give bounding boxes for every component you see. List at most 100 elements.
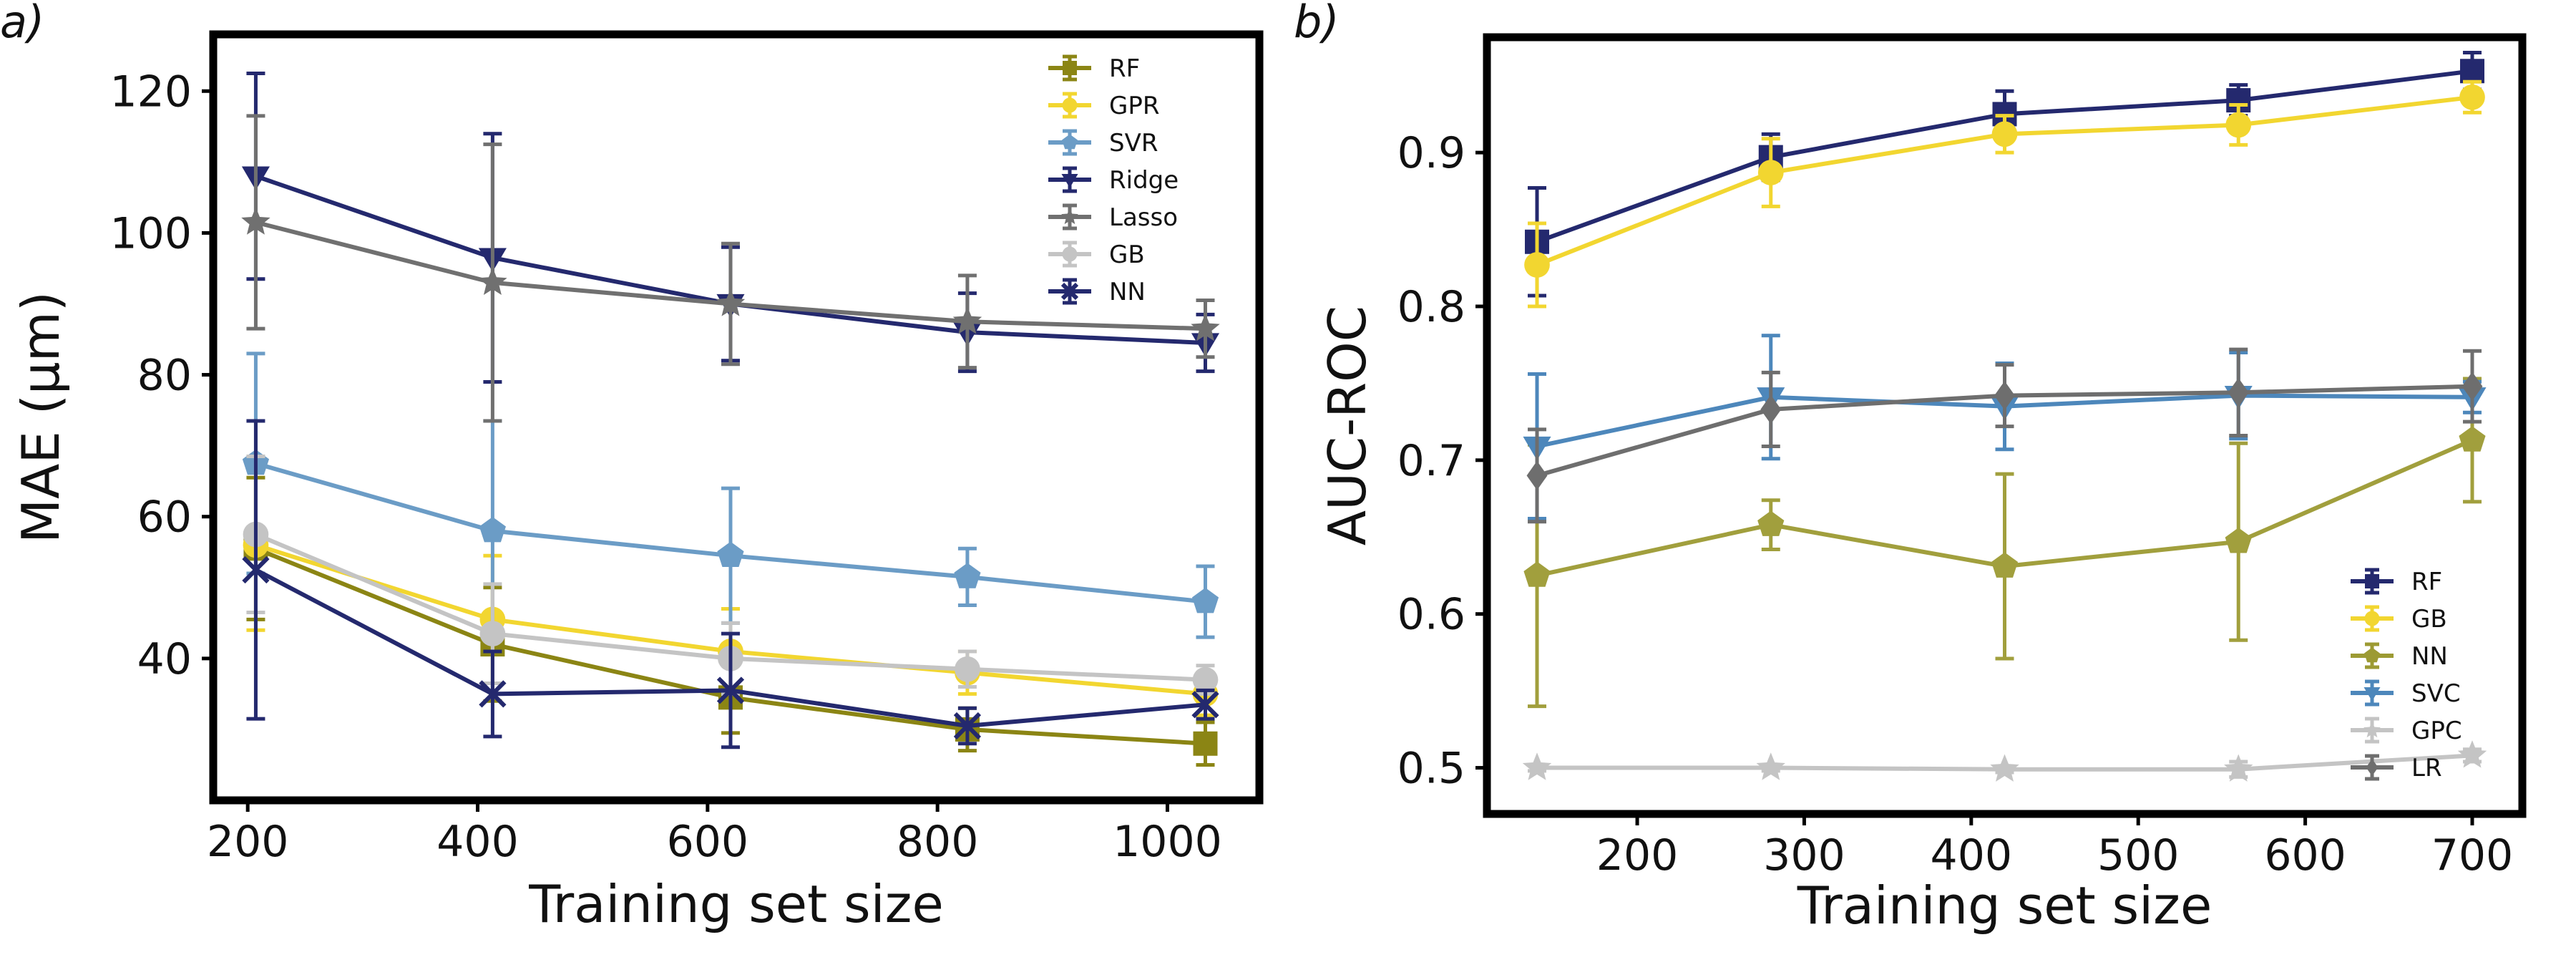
data-point [1524,252,1550,278]
data-point [1757,510,1785,536]
data-point [2457,740,2487,768]
x-axis-label: Training set size [528,874,944,934]
x-tick-label: 500 [2097,830,2180,881]
data-point [478,267,507,295]
legend-marker [1061,208,1078,225]
legend-label: NN [2411,642,2448,671]
series-lr [1526,347,2483,524]
data-point [1191,588,1219,613]
data-point [242,556,270,584]
legend-label: Ridge [1109,166,1179,195]
y-tick-label: 120 [109,67,192,117]
data-point [1193,731,1218,756]
data-point [1523,561,1551,587]
legend-label: Lasso [1109,203,1178,232]
data-point [953,712,982,740]
x-tick-label: 200 [207,817,289,867]
data-point [1526,460,1548,490]
legend: RF GPR SVR Ridge Lasso GB NN [1048,54,1179,306]
panel-b: b) 200 300 400 500 600 700 0.5 0.6 0.7 0.8 0.9 Train… [1294,0,2527,936]
legend-label: RF [2411,568,2442,596]
data-point [2224,754,2253,782]
legend-marker [2363,687,2381,702]
legend-marker [2366,759,2379,776]
data-point [716,676,745,704]
data-point [479,621,506,647]
legend-marker [1062,246,1078,262]
y-tick-label: 60 [137,493,192,543]
x-tick-label: 300 [1763,830,1845,881]
data-point [1756,752,1785,780]
x-tick-label: 400 [436,817,519,867]
data-point [716,288,746,316]
legend-label: GPC [2411,717,2462,745]
legend-marker [1062,134,1078,150]
data-point [954,563,981,588]
legend-label: GPR [1109,92,1159,120]
data-point [1192,666,1219,693]
data-point [1757,160,1784,185]
x-tick-label: 400 [1931,830,2013,881]
panel-tag: a) [0,0,44,48]
x-tick-label: 600 [2264,830,2346,881]
data-point [2459,426,2486,452]
y-axis-label: AUC-ROC [1317,306,1377,545]
data-point [2225,528,2252,553]
data-point [1760,394,1782,425]
y-axis-label: MAE (μm) [11,291,71,543]
data-point [955,656,980,682]
data-point [479,680,507,708]
data-point [2462,372,2483,402]
y-tick-label: 0.9 [1397,128,1465,178]
series-gb [1524,79,2485,309]
y-tick-label: 100 [109,208,192,258]
data-point [717,541,744,568]
x-axis-label: Training set size [1797,875,2212,936]
y-tick-label: 0.5 [1397,744,1465,794]
data-point [1991,552,2019,578]
legend-marker [2365,574,2379,588]
data-point [1991,121,2018,147]
legend-label: LR [2411,754,2442,782]
legend-marker [1060,282,1079,301]
x-tick-label: 600 [667,817,749,867]
series-rf [1525,50,2484,298]
series-nn [1523,377,2486,709]
data-point [1994,381,2015,411]
legend-marker [1063,61,1077,75]
legend-label: SVR [1109,129,1158,157]
legend-label: NN [1109,278,1146,306]
legend-label: SVC [2411,679,2461,708]
legend-label: RF [1109,54,1140,83]
data-point [2459,84,2485,110]
y-tick-label: 0.6 [1397,590,1465,640]
data-point [241,207,270,235]
series-gpc [1522,740,2487,782]
x-tick-label: 200 [1596,830,1679,881]
legend-marker [2364,647,2380,663]
series-lasso [241,114,1220,423]
data-point [2459,59,2484,84]
plot-frame [209,30,1264,805]
data-point [479,516,506,543]
y-tick-label: 40 [137,634,192,684]
data-point [2228,377,2249,407]
y-tick-label: 0.8 [1397,282,1465,332]
x-tick-label: 700 [2431,830,2514,881]
legend-marker [2364,611,2380,626]
legend-marker [2363,721,2381,738]
legend-marker [1061,174,1078,188]
plot-frame [1483,33,2527,818]
x-tick-label: 1000 [1113,817,1222,867]
panel-tag: b) [1294,0,1340,48]
legend-marker [1062,97,1078,113]
data-point [2225,112,2252,138]
data-point [952,306,982,334]
legend-label: GB [2411,605,2447,634]
data-point [1191,691,1219,719]
y-tick-label: 0.7 [1397,436,1465,486]
x-tick-label: 800 [897,817,979,867]
legend: RF GB NN SVC GPC LR [2351,568,2462,782]
data-point [1522,752,1552,780]
